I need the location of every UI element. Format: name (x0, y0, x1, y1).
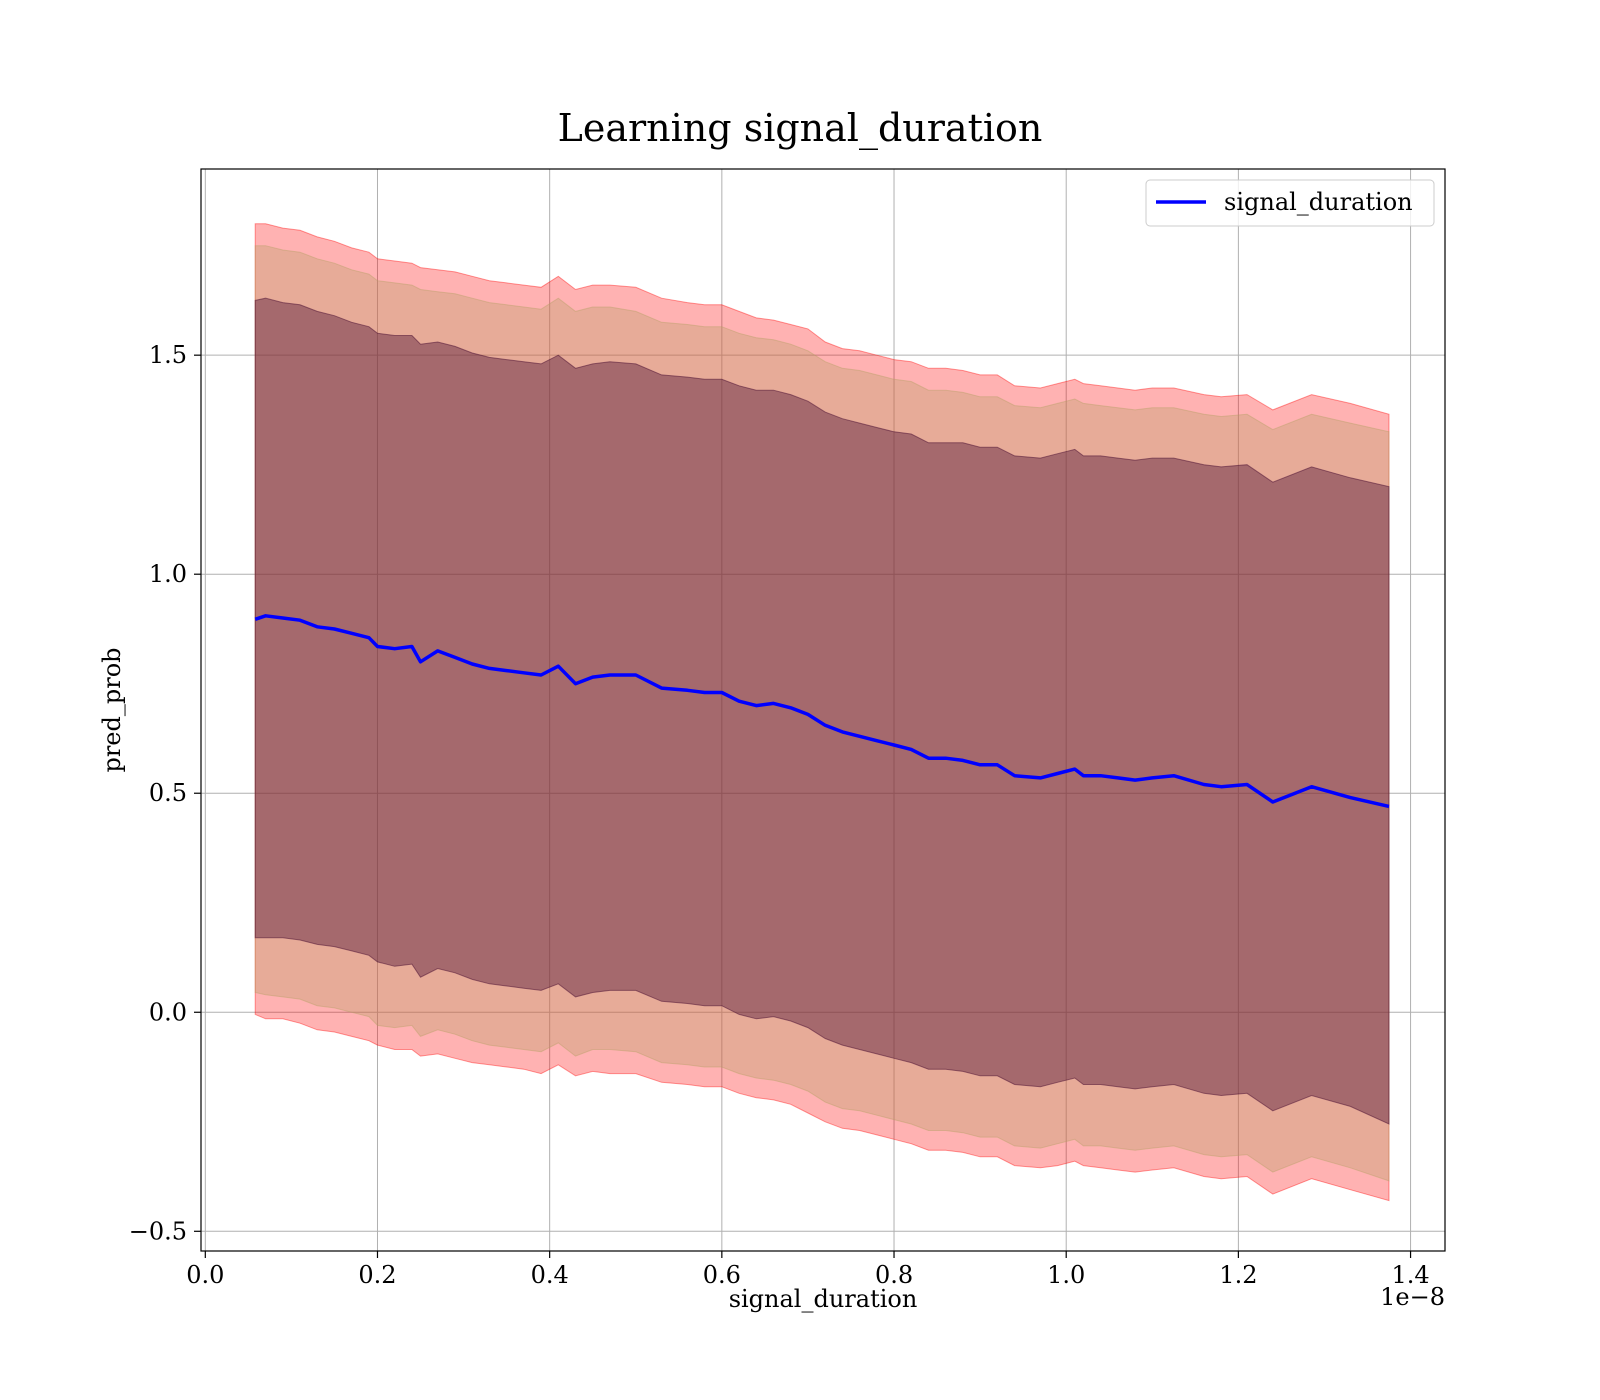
x-tick-label: 0.2 (358, 1261, 396, 1289)
y-tick-label: −0.5 (129, 1217, 187, 1245)
plot-frame (200, 168, 1446, 1252)
x-tick-label: 1.2 (1219, 1261, 1257, 1289)
x-axis-offset-label: 1e−8 (1380, 1283, 1445, 1311)
confidence-band-3 (254, 297, 1390, 1125)
series-lines (254, 614, 1390, 809)
x-tick-label: 0.0 (186, 1261, 224, 1289)
x-tick-label: 1.0 (1047, 1261, 1085, 1289)
x-tick-label: 0.6 (703, 1261, 741, 1289)
x-tick-label: 1.4 (1391, 1261, 1429, 1289)
legend-box (1145, 179, 1435, 227)
y-tick-label: 0.0 (149, 998, 187, 1026)
grid (201, 169, 1445, 1251)
confidence-bands (254, 223, 1390, 1202)
legend-label: signal_duration (1224, 188, 1413, 216)
x-tick-label: 0.4 (531, 1261, 569, 1289)
x-tick-label: 0.8 (875, 1261, 913, 1289)
series-line-signal_duration (254, 614, 1390, 809)
y-tick-label: 1.0 (149, 560, 187, 588)
y-tick-label: 0.5 (149, 779, 187, 807)
chart-title: Learning signal_duration (558, 106, 1043, 151)
legend: signal_duration (1145, 179, 1435, 227)
y-axis-label: pred_prob (98, 647, 126, 772)
x-axis-label: signal_duration (729, 1285, 918, 1313)
confidence-band-2 (254, 245, 1390, 1182)
y-tick-label: 1.5 (149, 341, 187, 369)
ticks: 0.0 0.2 0.4 0.6 0.8 1.0 1.2 1.4 −0.5 0.0 0.5 1.0 1.5 (129, 341, 1430, 1289)
confidence-band-1 (254, 223, 1390, 1202)
